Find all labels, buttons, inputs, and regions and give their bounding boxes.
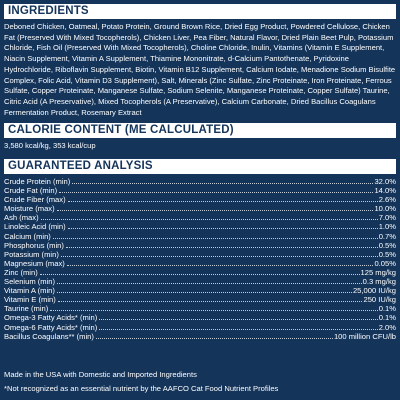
analysis-value: 125 mg/kg	[360, 267, 396, 277]
analysis-nutrient: Omega-3 Fatty Acids* (min)	[4, 313, 98, 323]
analysis-value: 0.1%	[378, 304, 396, 314]
dot-leader	[99, 323, 378, 330]
table-row: Taurine (min) 0.1%	[4, 304, 396, 313]
table-row: Crude Fat (min) 14.0%	[4, 186, 396, 195]
table-row: Moisture (max) 10.0%	[4, 204, 396, 213]
analysis-nutrient: Calcium (min)	[4, 231, 51, 241]
analysis-value: 14.0%	[374, 186, 396, 196]
dot-leader	[65, 241, 378, 248]
calorie-header: CALORIE CONTENT (ME CALCULATED)	[4, 123, 396, 138]
analysis-nutrient: Taurine (min)	[4, 304, 49, 314]
analysis-nutrient: Potassium (min)	[4, 249, 59, 259]
analysis-nutrient: Moisture (max)	[4, 204, 55, 214]
analysis-nutrient: Linoleic Acid (min)	[4, 222, 66, 232]
analysis-nutrient: Crude Fiber (max)	[4, 195, 66, 205]
analysis-nutrient: Ash (max)	[4, 213, 39, 223]
analysis-value: 0.7%	[378, 231, 396, 241]
analysis-table: Crude Protein (min) 32.0% Crude Fat (min)…	[4, 177, 396, 341]
analysis-value: 10.0%	[374, 204, 396, 214]
dot-leader	[67, 195, 378, 203]
analysis-value: 0.5%	[378, 240, 396, 250]
dot-leader	[72, 177, 374, 184]
analysis-nutrient: Bacillus Coagulans** (min)	[4, 331, 94, 341]
analysis-value: 25,000 IU/kg	[352, 286, 396, 296]
calorie-text: 3,580 kcal/kg, 353 kcal/cup	[4, 141, 96, 150]
analysis-nutrient: Magnesium (max)	[4, 258, 65, 268]
analysis-value: 7.0%	[378, 213, 396, 223]
dot-leader	[60, 250, 378, 257]
analysis-value: 2.0%	[378, 322, 396, 332]
dot-leader	[39, 268, 360, 275]
table-row: Calcium (min) 0.7%	[4, 232, 396, 241]
footnote-text: *Not recognized as an essential nutrient…	[4, 384, 279, 393]
table-row: Ash (max) 7.0%	[4, 213, 396, 222]
table-row: Vitamin E (min) 250 IU/kg	[4, 295, 396, 304]
analysis-nutrient: Vitamin A (min)	[4, 286, 55, 296]
table-row: Crude Fiber (max) 2.6%	[4, 195, 396, 204]
dot-leader	[50, 304, 378, 312]
table-row: Crude Protein (min) 32.0%	[4, 177, 396, 186]
made-in-text: Made in the USA with Domestic and Import…	[4, 370, 197, 379]
table-row: Omega-6 Fatty Acids* (min) 2.0%	[4, 323, 396, 332]
table-row: Vitamin A (min) 25,000 IU/kg	[4, 286, 396, 295]
table-row: Magnesium (max) 0.05%	[4, 259, 396, 268]
analysis-value: 0.5%	[378, 249, 396, 259]
analysis-nutrient: Omega-6 Fatty Acids* (min)	[4, 322, 98, 332]
analysis-nutrient: Vitamin E (min)	[4, 295, 56, 305]
analysis-nutrient: Crude Protein (min)	[4, 177, 71, 186]
analysis-nutrient: Phosphorus (min)	[4, 240, 64, 250]
analysis-nutrient: Selenium (min)	[4, 277, 56, 287]
analysis-value: 0.1%	[378, 313, 396, 323]
dot-leader	[99, 313, 378, 321]
dot-leader	[59, 186, 374, 194]
table-row: Selenium (min) 0.3 mg/kg	[4, 277, 396, 286]
analysis-nutrient: Zinc (min)	[4, 267, 38, 277]
dot-leader	[56, 204, 374, 212]
analysis-header: GUARANTEED ANALYSIS	[4, 159, 396, 174]
dot-leader	[40, 213, 378, 221]
dot-leader	[95, 332, 333, 339]
analysis-value: 32.0%	[374, 177, 396, 186]
ingredients-header: INGREDIENTS	[4, 4, 396, 19]
table-row: Phosphorus (min) 0.5%	[4, 241, 396, 250]
dot-leader	[67, 222, 378, 230]
analysis-value: 2.6%	[378, 195, 396, 205]
analysis-value: 250 IU/kg	[363, 295, 396, 305]
analysis-value: 1.0%	[378, 222, 396, 232]
dot-leader	[52, 232, 378, 239]
table-row: Zinc (min) 125 mg/kg	[4, 268, 396, 277]
table-row: Potassium (min) 0.5%	[4, 250, 396, 259]
ingredients-text: Deboned Chicken, Oatmeal, Potato Protein…	[4, 22, 396, 117]
analysis-value: 0.3 mg/kg	[362, 277, 396, 287]
dot-leader	[56, 286, 352, 294]
table-row: Bacillus Coagulans** (min) 100 million CF…	[4, 332, 396, 341]
analysis-value: 0.05%	[374, 258, 396, 268]
table-row: Omega-3 Fatty Acids* (min) 0.1%	[4, 313, 396, 322]
dot-leader	[66, 259, 374, 266]
dot-leader	[57, 277, 362, 285]
dot-leader	[57, 295, 363, 303]
analysis-value: 100 million CFU/lb	[333, 331, 396, 341]
analysis-nutrient: Crude Fat (min)	[4, 186, 58, 196]
table-row: Linoleic Acid (min) 1.0%	[4, 222, 396, 231]
